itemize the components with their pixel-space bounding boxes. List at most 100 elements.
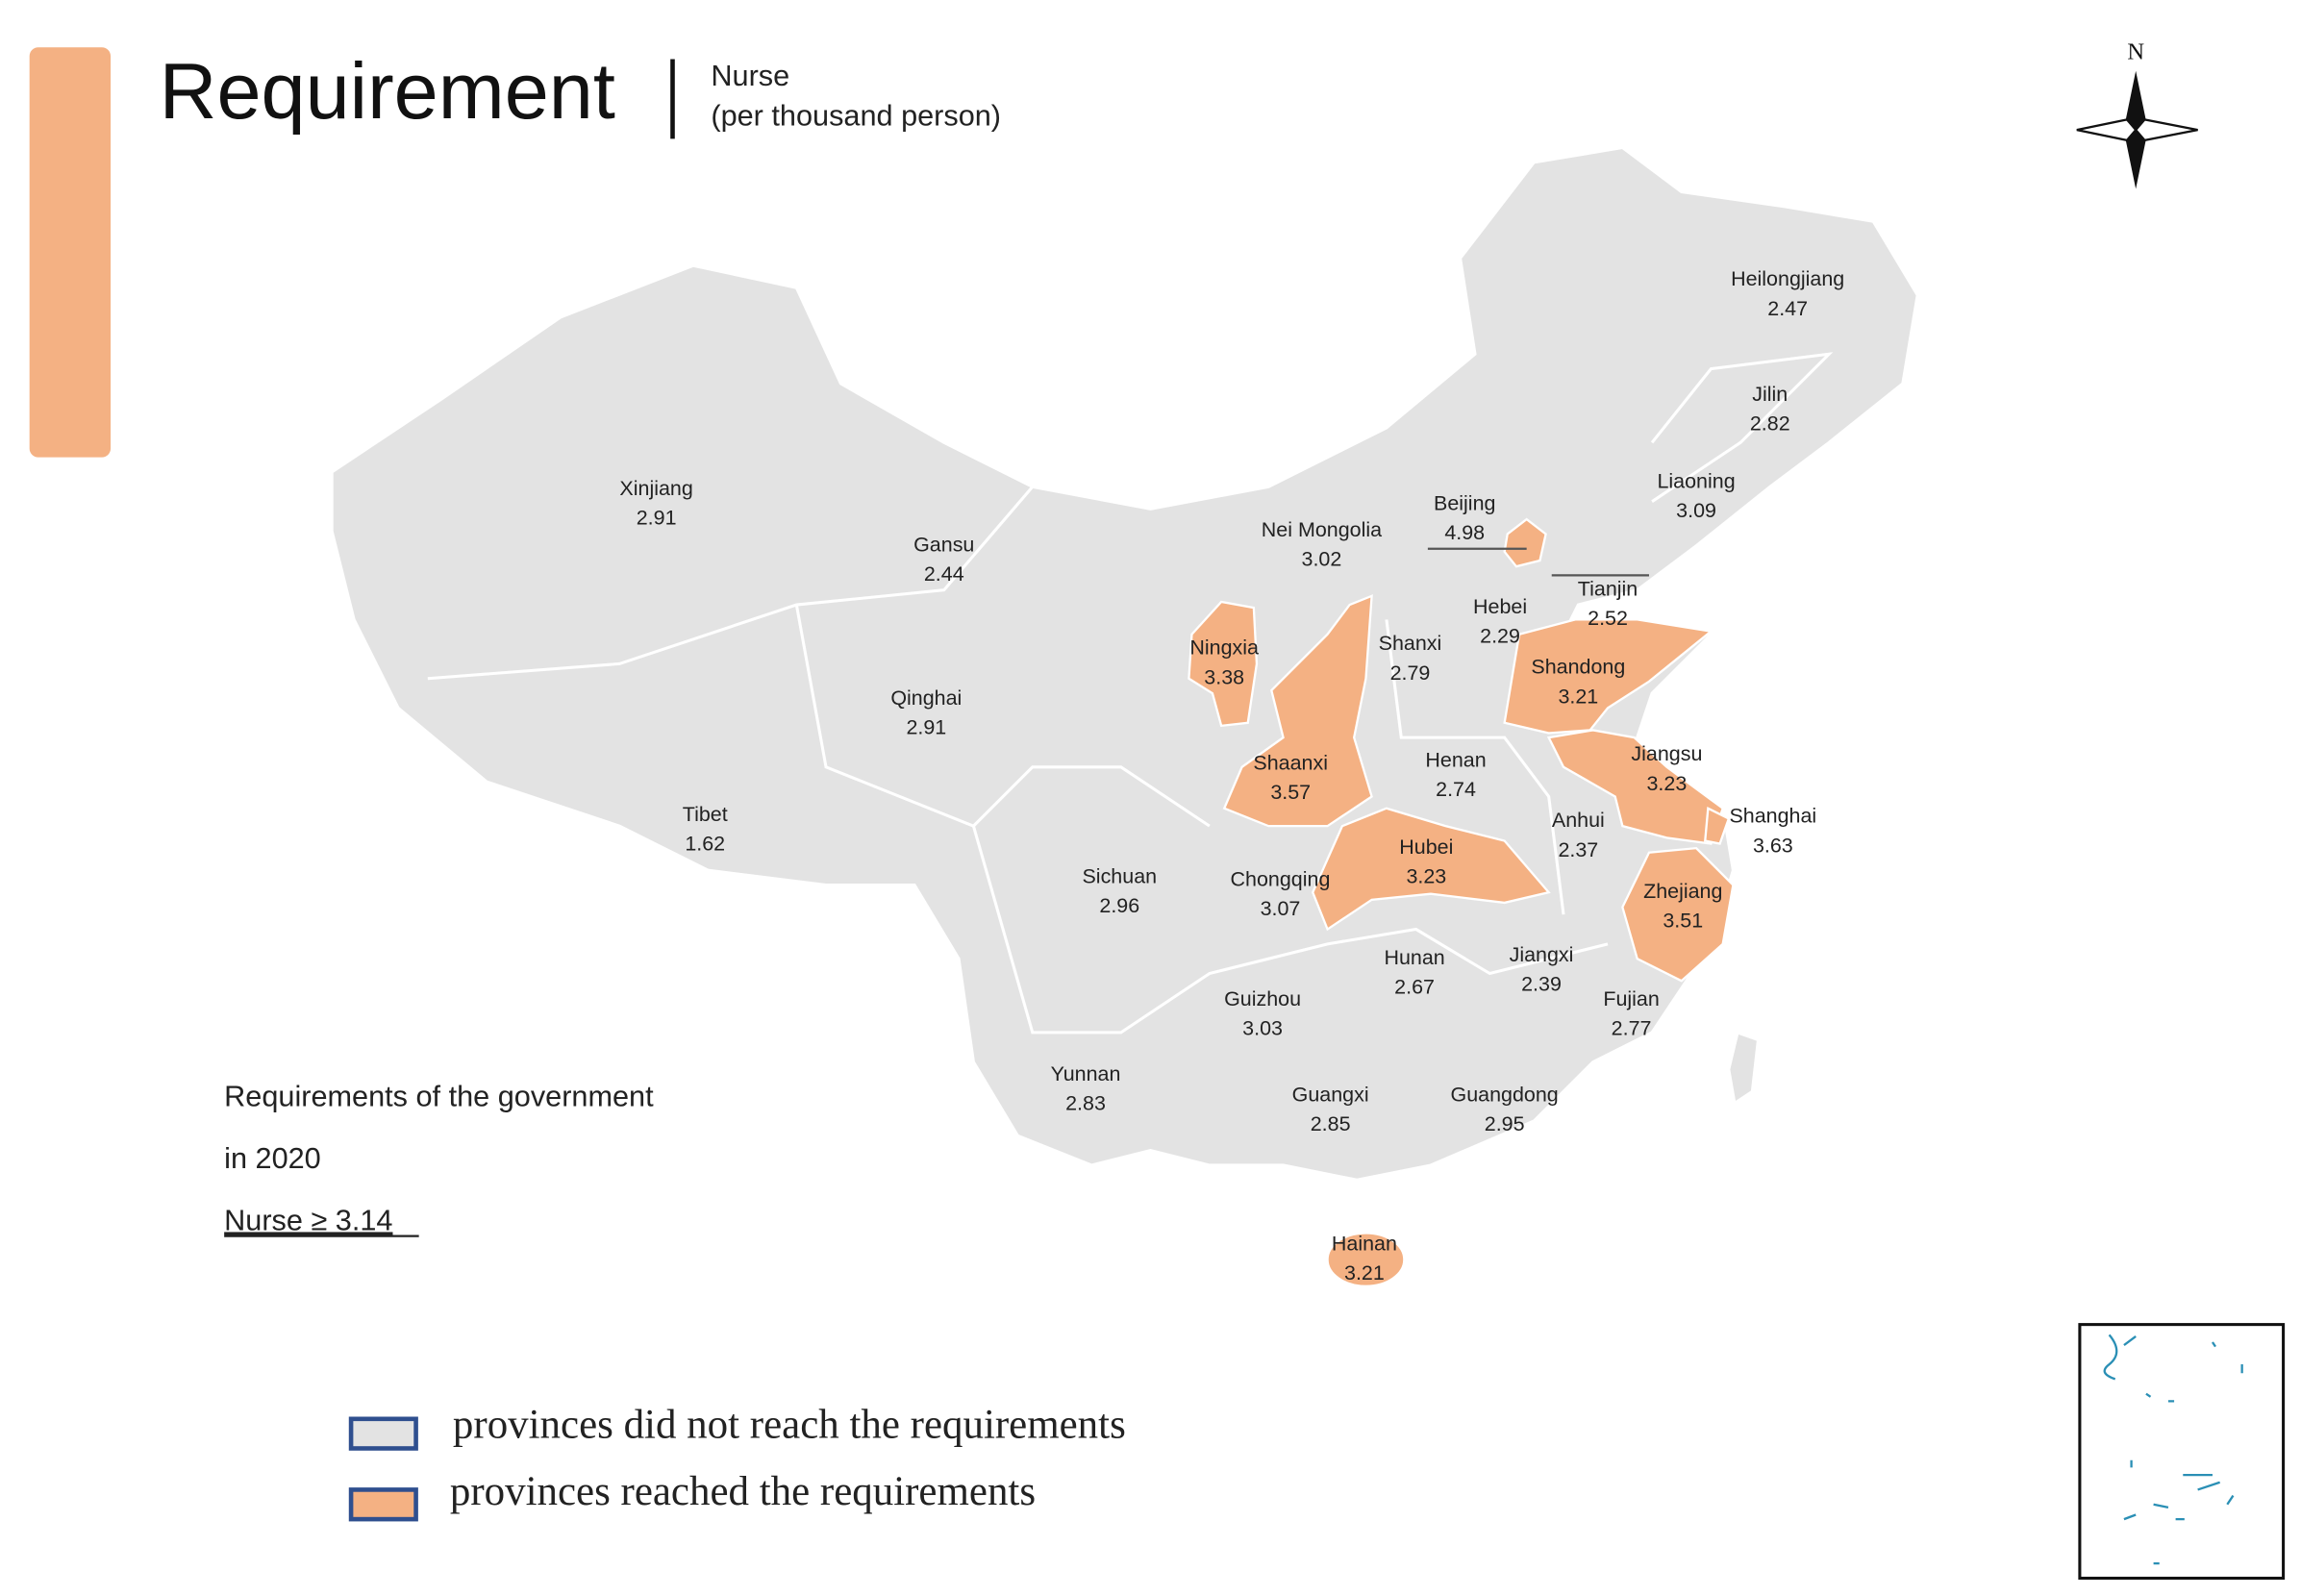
zhejiang-shape xyxy=(1621,846,1735,983)
province-value: 2.95 xyxy=(1485,1112,1525,1135)
shandong-shape xyxy=(1503,618,1714,735)
compass-point xyxy=(2125,70,2146,131)
province-name: Jilin xyxy=(1752,383,1788,406)
province-name: Jiangsu xyxy=(1631,742,1702,765)
province-value: 3.63 xyxy=(1753,834,1793,857)
hubei-shape xyxy=(1311,807,1551,932)
province-name: Sichuan xyxy=(1082,865,1157,888)
province-name: Liaoning xyxy=(1657,469,1735,492)
province-name: Beijing xyxy=(1434,491,1495,514)
province-value: 2.79 xyxy=(1390,661,1431,685)
province-value: 2.91 xyxy=(906,716,946,739)
province-value: 3.09 xyxy=(1676,499,1716,522)
province-name: Tibet xyxy=(683,803,728,826)
province-name: Guangdong xyxy=(1451,1084,1559,1107)
province-value: 4.98 xyxy=(1444,521,1485,544)
accent-bar xyxy=(29,47,112,458)
shanghai-shape xyxy=(1704,806,1731,845)
province-value: 3.03 xyxy=(1242,1017,1283,1040)
legend-swatch xyxy=(348,1416,418,1451)
legend-swatch xyxy=(348,1487,418,1522)
province-value: 2.29 xyxy=(1480,624,1520,647)
beijing-shape xyxy=(1503,517,1547,568)
subtitle: (per thousand person) xyxy=(711,100,1001,133)
province-name: Shanxi xyxy=(1379,632,1442,655)
compass-point xyxy=(2125,130,2146,189)
unreached-area xyxy=(330,145,1919,1182)
requirement-rule: Nurse ≥ 3.14 xyxy=(224,1204,392,1236)
subtitle: Nurse xyxy=(711,60,789,92)
province-value: 1.62 xyxy=(685,833,725,856)
province-value: 2.44 xyxy=(924,562,964,586)
province-name: Heilongjiang xyxy=(1731,267,1844,290)
requirement-text: Requirements of the government xyxy=(224,1081,654,1113)
border xyxy=(1385,619,1565,915)
inset-islands xyxy=(2123,1341,2243,1565)
province-labels: Heilongjiang 2.47 Jilin 2.82 Liaoning 3.09 Bei… xyxy=(619,267,1844,1284)
jiangsu-shape xyxy=(1546,729,1725,845)
province-name: Shanghai xyxy=(1729,805,1816,828)
province-value: 3.07 xyxy=(1261,897,1301,920)
province-name: Guangxi xyxy=(1292,1084,1369,1107)
province-value: 2.37 xyxy=(1558,838,1598,861)
requirement-text: in 2020 xyxy=(224,1142,321,1175)
province-value: 2.82 xyxy=(1750,412,1790,436)
province-name: Hebei xyxy=(1473,595,1527,618)
legend-label: provinces did not reach the requirements xyxy=(453,1403,1126,1448)
compass: N xyxy=(2076,38,2198,189)
province-name: Gansu xyxy=(913,533,974,556)
province-value: 2.85 xyxy=(1311,1112,1351,1135)
province-name: Shandong xyxy=(1531,656,1625,679)
province-name: Xinjiang xyxy=(619,477,692,500)
shaanxi-shape xyxy=(1222,594,1373,828)
province-value: 2.39 xyxy=(1521,972,1562,995)
province-value: 2.77 xyxy=(1612,1017,1652,1040)
province-name: Yunnan xyxy=(1051,1062,1121,1085)
province-name: Shaanxi xyxy=(1253,751,1328,774)
province-name: Tianjin xyxy=(1578,577,1638,600)
inset-coast xyxy=(2103,1334,2137,1381)
province-value: 2.67 xyxy=(1394,976,1435,999)
province-name: Hunan xyxy=(1384,946,1444,969)
province-name: Henan xyxy=(1425,748,1486,771)
province-value: 3.21 xyxy=(1344,1261,1385,1284)
province-value: 2.74 xyxy=(1436,778,1476,801)
title: Requirement xyxy=(160,46,615,136)
province-value: 3.51 xyxy=(1663,910,1703,933)
legend-label: provinces reached the requirements xyxy=(450,1469,1036,1514)
province-name: Qinghai xyxy=(890,686,962,710)
compass-north: N xyxy=(2127,38,2144,64)
hainan-shape xyxy=(1326,1232,1406,1287)
province-value: 3.38 xyxy=(1204,665,1244,688)
province-name: Jiangxi xyxy=(1510,943,1574,966)
province-name: Hainan xyxy=(1332,1232,1397,1255)
province-value: 3.23 xyxy=(1406,865,1446,888)
province-value: 2.47 xyxy=(1767,297,1808,320)
province-value: 2.91 xyxy=(637,507,677,530)
province-value: 2.83 xyxy=(1065,1092,1106,1115)
province-name: Ningxia xyxy=(1189,636,1259,660)
inset-frame xyxy=(2078,1323,2286,1581)
taiwan xyxy=(1727,1030,1761,1107)
inset-map xyxy=(2078,1323,2286,1581)
province-value: 3.21 xyxy=(1558,685,1598,708)
province-value: 3.23 xyxy=(1646,772,1687,795)
province-name: Hubei xyxy=(1399,835,1453,859)
province-name: Fujian xyxy=(1603,987,1659,1010)
province-value: 3.57 xyxy=(1270,781,1311,804)
province-name: Guizhou xyxy=(1224,987,1301,1010)
border xyxy=(1650,352,1834,503)
province-name: Chongqing xyxy=(1231,868,1331,891)
province-value: 2.96 xyxy=(1099,894,1139,917)
province-name: Zhejiang xyxy=(1643,880,1722,903)
border xyxy=(794,604,1211,828)
ningxia-shape xyxy=(1188,600,1259,728)
reached-area xyxy=(1188,517,1735,1287)
compass-point xyxy=(2076,118,2138,142)
border xyxy=(971,825,1609,1035)
province-name: Nei Mongolia xyxy=(1262,518,1382,541)
country-outline xyxy=(330,145,1919,1182)
province-name: Anhui xyxy=(1552,809,1605,832)
